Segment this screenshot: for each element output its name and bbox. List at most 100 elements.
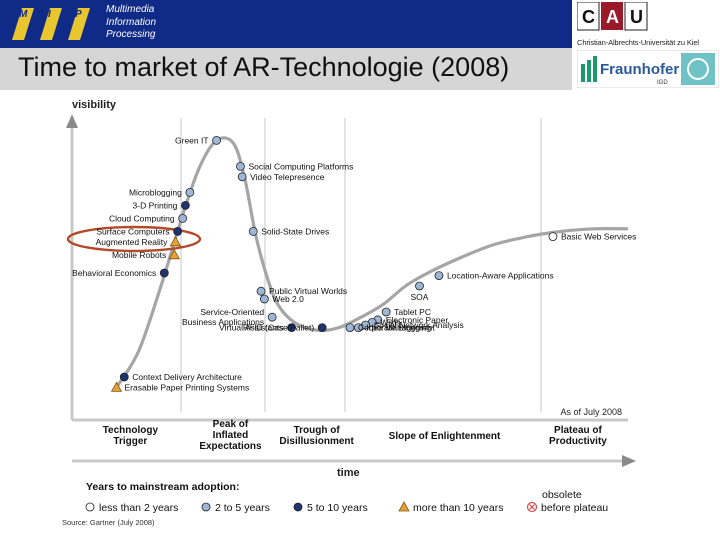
legend-item-5-to-10-years: 5 to 10 years [293,502,368,514]
legend-item-less-than-2-years: less than 2 years [85,502,178,514]
point-corporate-blogging: Corporate Blogging [345,323,432,333]
point-idea-management-label: Idea Management [366,323,435,333]
point-solid-state-drives-marker [248,226,258,236]
legend-item-before-plateau-marker-x-icon [529,504,535,510]
point-cloud-computing: Cloud Computing [109,213,188,223]
cau-box-a [601,2,623,30]
mip-logo-letter-i: I [48,9,51,20]
mip-logo-shape-2 [40,8,62,40]
point-cloud-computing-marker [178,213,188,223]
point-video-telepresence-marker [237,172,247,182]
mip-line-1: Multimedia [106,4,155,15]
legend-item-before-plateau-label: before plateau [541,502,608,514]
cau-logo: C A U [577,2,719,34]
igd-badge [681,53,715,85]
hype-cycle-chart: visibility time As of July 2008 Technolo… [62,99,636,527]
point-corporate-blogging-label: Corporate Blogging [358,323,432,333]
point-tablet-pc-label: Tablet PC [394,307,431,317]
point-wikis-label: Wikis [380,317,400,327]
point-cloud-computing-label: Cloud Computing [109,213,175,223]
y-axis-arrow-icon [66,114,78,128]
mip-wordmark: Multimedia Information Processing [106,4,156,42]
source-note: Source: Gartner (July 2008) [62,518,155,527]
technology-points: Green IT Social Computing PlatformsVideo … [72,135,636,392]
point-rfid-case-pallet: RFID (Case/Pallet) [243,323,327,333]
phase-label-trough-of-disillusionment: Trough of Disillusionment [279,425,354,447]
point-rfid-case-pallet-label: RFID (Case/Pallet) [243,323,314,333]
point-electronic-paper-label: Electronic Paper [386,315,449,325]
point-green-it-marker [212,135,221,145]
mip-banner [0,0,572,48]
point-tablet-pc-marker [381,307,391,317]
mip-logo-shape-3 [68,8,90,40]
point-mobile-robots-label: Mobile Robots [112,250,166,260]
point-social-computing-platforms: Social Computing Platforms [236,161,353,171]
axes [66,114,636,467]
point-social-network-analysis-label: Social Network Analysis [374,320,464,330]
legend-item-5-to-10-years-marker [293,502,303,512]
point-social-computing-platforms-marker [236,161,245,171]
cau-box-c [577,2,600,31]
legend-item-5-to-10-years-label: 5 to 10 years [307,502,368,514]
point-virtual-assistants-marker [287,323,297,333]
legend-item-less-than-2-years-marker [85,502,95,512]
mip-logo-shape-1 [12,8,34,40]
point-corporate-blogging-marker [345,323,355,333]
point-microblogging: Microblogging [129,187,195,197]
point-location-aware-applications-marker [434,271,444,281]
point-surface-computers-label: Surface Computers [96,226,169,236]
point-tablet-pc: Tablet PC [381,307,431,317]
point-video-telepresence: Video Telepresence [237,172,325,182]
point-service-oriented-business-applications-label: Service-Oriented Business Applications [182,307,264,327]
point-green-it: Green IT [175,135,221,145]
legend-item-more-than-10-years: more than 10 years [398,501,503,514]
point-web-2-0-marker [259,294,269,304]
igd-badge-ring [687,58,709,80]
cau-letter-a: A [606,7,619,27]
point-location-aware-applications-label: Location-Aware Applications [447,271,554,281]
point-mobile-robots: Mobile Robots [112,248,180,260]
point-basic-web-services-marker [548,232,558,242]
point-soa: SOA [411,281,429,302]
point-video-telepresence-label: Video Telepresence [250,172,325,182]
mip-logo-letter-p: P [75,9,82,20]
legend-item-2-to-5-years: 2 to 5 years [201,502,270,514]
fraunhofer-sub: IGD [657,80,668,86]
point-green-it-label: Green IT [175,135,209,145]
legend-title: Years to mainstream adoption: [86,481,239,493]
point-rfid-case-pallet-marker [317,323,327,333]
cau-box-u [624,2,648,31]
point-erasable-paper-printing-systems: Erasable Paper Printing Systems [110,381,249,392]
x-axis-label: time [337,467,360,479]
point-soa-label: SOA [411,292,429,302]
point-public-virtual-worlds: Public Virtual Worlds [256,286,347,296]
point-web-2-0: Web 2.0 [259,294,304,304]
point-context-delivery-architecture-label: Context Delivery Architecture [132,372,242,382]
phase-label-slope-of-enlightenment: Slope of Enlightenment [389,431,501,442]
legend-item-2-to-5-years-marker [201,502,211,512]
phase-label-technology-trigger: Technology Trigger [103,425,159,447]
point-context-delivery-architecture: Context Delivery Architecture [119,372,242,382]
mip-line-3: Processing [106,29,156,40]
legend-item-before-plateau: before plateau [526,501,608,514]
point-3-d-printing: 3-D Printing [133,200,190,210]
point-augmented-reality-label: Augmented Reality [96,237,169,247]
point-solid-state-drives: Solid-State Drives [248,226,329,236]
point-web-2-0-label: Web 2.0 [272,294,304,304]
title-bar [0,48,572,90]
fraunhofer-name: Fraunhofer [600,61,679,78]
point-microblogging-label: Microblogging [129,187,182,197]
fraunhofer-mark-icon [581,56,597,82]
legend-obsolete-label: obsolete [542,489,582,501]
point-mobile-robots-marker [168,248,180,260]
y-axis-label: visibility [72,99,117,111]
point-location-aware-applications: Location-Aware Applications [434,271,554,281]
phase-label-peak-of-inflated-expectations: Peak of Inflated Expectations [199,419,262,452]
point-augmented-reality: Augmented Reality [96,235,182,247]
point-surface-computers: Surface Computers [96,226,183,236]
point-context-delivery-architecture-marker [119,372,129,382]
point-virtual-assistants: Virtual Assistants [219,323,297,333]
point-basic-web-services: Basic Web Services [548,232,636,242]
legend-item-less-than-2-years-label: less than 2 years [99,502,178,514]
cau-letter-u: U [630,7,643,27]
